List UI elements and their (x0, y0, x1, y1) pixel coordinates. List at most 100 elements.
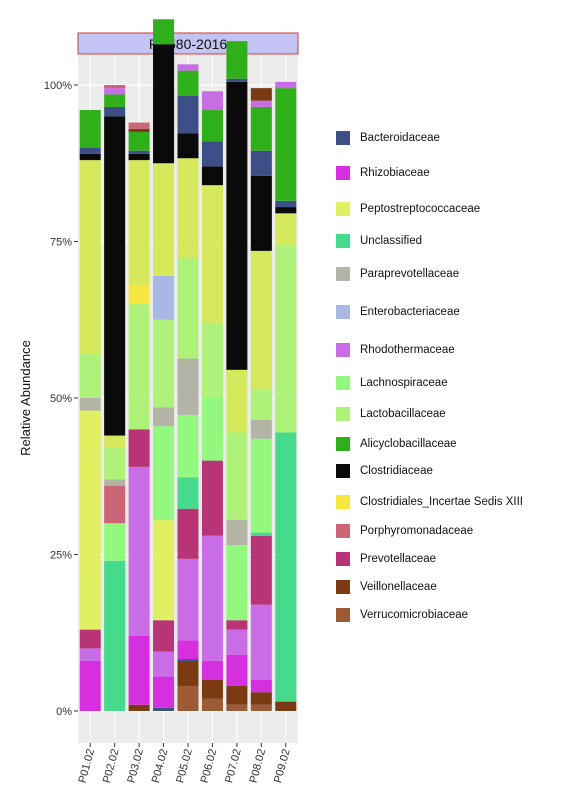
legend-swatch (336, 267, 350, 281)
legend-label: Paraprevotellaceae (360, 268, 460, 280)
legend-swatch (336, 202, 350, 216)
legend-item: Clostridiales_Incertae Sedis XIII (336, 494, 523, 510)
bar-segment (250, 532, 272, 536)
bar-segment (201, 322, 223, 398)
bar-segment (250, 250, 272, 389)
bar-segment (226, 629, 248, 655)
bar-segment (128, 122, 150, 129)
bar-segment (104, 85, 126, 89)
y-tick-label: 50% (50, 393, 72, 405)
bar-segment (275, 432, 297, 702)
bar-segment (153, 426, 175, 521)
bar-segment (250, 692, 272, 705)
bar-segment (153, 19, 175, 45)
legend-swatch (336, 580, 350, 594)
bar-segment (79, 110, 101, 148)
bar-segment (250, 438, 272, 533)
legend-label: Prevotellaceae (360, 553, 437, 565)
bar-segment (275, 701, 297, 711)
x-tick-label: P09.02 (272, 748, 293, 785)
legend-swatch (336, 166, 350, 180)
legend-label: Rhodothermaceae (360, 344, 455, 356)
bar-segment (177, 508, 199, 559)
bar-segment (128, 635, 150, 705)
bar-segment (104, 116, 126, 436)
legend-item: Porphyromonadaceae (336, 523, 473, 539)
y-axis-label: Relative Abundance (18, 340, 33, 456)
bar-segment (104, 479, 126, 486)
x-tick-label: P06.02 (199, 748, 220, 785)
legend-label: Verrucomicrobiaceae (360, 609, 469, 621)
bar-segment (128, 285, 150, 305)
bar-segment (275, 200, 297, 208)
bar-segment (128, 150, 150, 154)
x-tick-label: P04.02 (150, 748, 171, 785)
y-tick-label: 100% (44, 80, 72, 92)
bar-segment (226, 654, 248, 686)
bar-segment (128, 131, 150, 151)
bar-segment (153, 163, 175, 276)
bar-segment (104, 435, 126, 449)
legend-swatch (336, 234, 350, 248)
bar-segment (275, 207, 297, 214)
x-tick-label: P02.02 (101, 748, 122, 785)
legend-item: Paraprevotellaceae (336, 266, 459, 282)
legend-swatch (336, 131, 350, 145)
bar-segment (153, 319, 175, 408)
bar-segment (226, 81, 248, 370)
bars (79, 19, 297, 711)
bar-segment (79, 147, 101, 154)
bar-segment (104, 88, 126, 95)
legend-label: Unclassified (360, 235, 422, 247)
bar-segment (104, 448, 126, 480)
bar-segment (201, 460, 223, 536)
legend-label: Bacteroidaceae (360, 132, 440, 144)
bar-segment (104, 106, 126, 117)
bar-segment (250, 175, 272, 251)
legend-swatch (336, 343, 350, 357)
x-tick-label: P01.02 (77, 748, 98, 785)
bar-segment (79, 398, 101, 411)
bar-segment (275, 81, 297, 89)
bar-segment (177, 660, 199, 686)
legend-item: Bacteroidaceae (336, 130, 440, 146)
y-tick-label: 75% (50, 237, 72, 249)
legend-label: Clostridiales_Incertae Sedis XIII (360, 496, 523, 508)
legend-item: Prevotellaceae (336, 551, 436, 567)
bar-segment (153, 520, 175, 621)
bar-segment (177, 685, 199, 711)
bar-segment (201, 398, 223, 461)
legend-item: Rhizobiaceae (336, 165, 430, 181)
bar-segment (128, 466, 150, 636)
bar-segment (79, 410, 101, 630)
bar-segment (153, 407, 175, 427)
bar-segment (226, 369, 248, 433)
bar-segment (201, 535, 223, 661)
bar-segment (177, 258, 199, 359)
legend-label: Peptostreptococcaceae (360, 203, 481, 215)
legend-label: Clostridiaceae (360, 465, 433, 477)
bar-segment (104, 94, 126, 107)
bar-segment (153, 44, 175, 164)
bar-segment (104, 560, 126, 711)
legend-swatch (336, 464, 350, 478)
legend-swatch (336, 407, 350, 421)
x-axis: P01.02 P02.02 P03.02 P04.02 P05.02 P06.02 P07.… (77, 743, 293, 784)
x-tick-label: P07.02 (223, 748, 244, 785)
legend-label: Porphyromonadaceae (360, 525, 474, 537)
legend-label: Lactobacillaceae (360, 408, 446, 420)
bar-segment (201, 91, 223, 111)
bar-segment (177, 158, 199, 259)
bar-segment (177, 70, 199, 96)
bar-segment (226, 78, 248, 82)
bar-segment (104, 523, 126, 561)
legend-swatch (336, 437, 350, 451)
y-tick-label: 0% (56, 706, 72, 718)
bar-segment (153, 275, 175, 320)
bar-segment (177, 414, 199, 478)
bar-segment (128, 153, 150, 161)
bar-segment (226, 685, 248, 705)
bar-segment (226, 432, 248, 521)
bar-segment (201, 166, 223, 186)
